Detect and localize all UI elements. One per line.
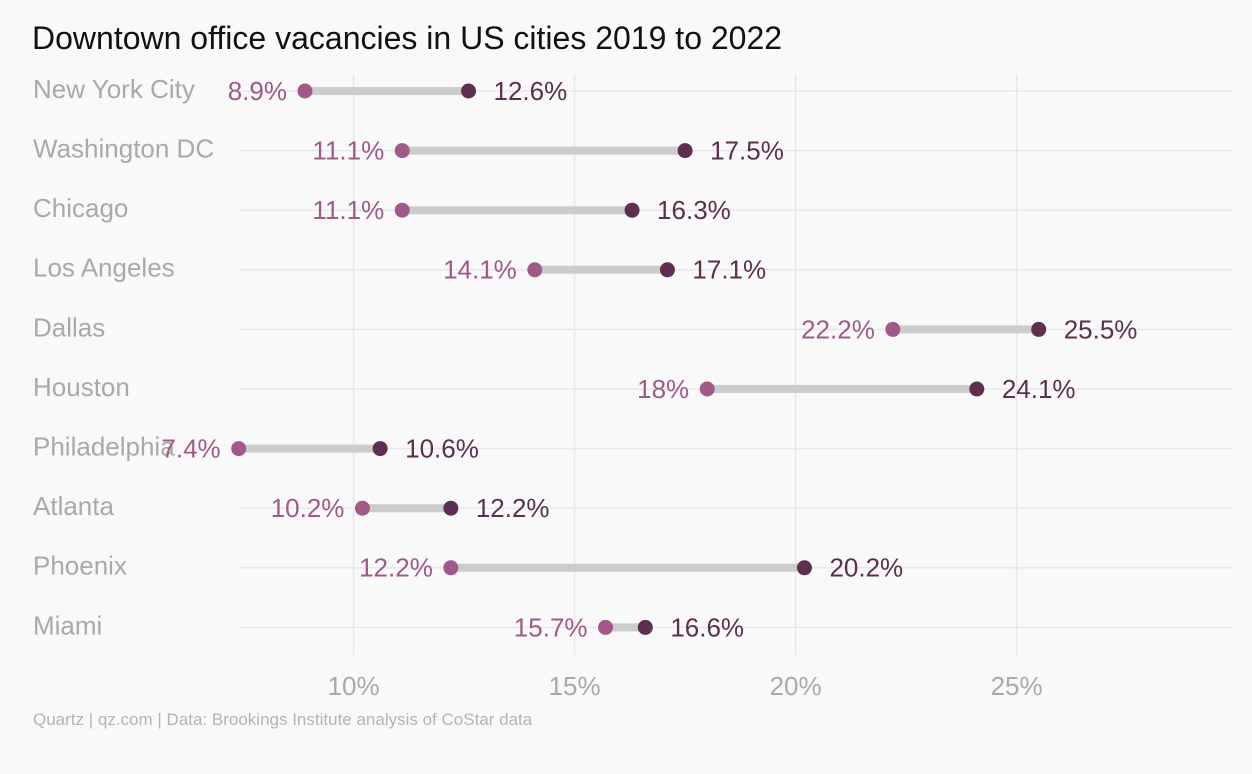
- start-dot: [354, 500, 370, 516]
- start-dot: [394, 143, 410, 159]
- end-value-label: 10.6%: [405, 433, 479, 463]
- end-dot: [624, 202, 640, 218]
- city-label: New York City: [33, 74, 195, 104]
- end-dot: [372, 441, 388, 457]
- start-dot: [394, 202, 410, 218]
- city-label: Houston: [33, 372, 130, 402]
- end-value-label: 25.5%: [1064, 314, 1138, 344]
- end-dot: [659, 262, 675, 278]
- end-value-label: 12.2%: [476, 493, 550, 523]
- end-value-label: 17.1%: [692, 255, 766, 285]
- start-dot: [527, 262, 543, 278]
- start-value-label: 22.2%: [801, 314, 875, 344]
- end-dot: [796, 560, 812, 576]
- city-label: Philadelphia: [33, 431, 175, 461]
- city-label: Dallas: [33, 312, 105, 342]
- end-value-label: 20.2%: [829, 553, 903, 583]
- start-dot: [598, 619, 614, 635]
- start-value-label: 11.1%: [312, 195, 384, 225]
- start-dot: [885, 321, 901, 337]
- start-value-label: 14.1%: [443, 255, 517, 285]
- end-value-label: 16.3%: [657, 195, 731, 225]
- source-note: Quartz | qz.com | Data: Brookings Instit…: [33, 710, 533, 729]
- end-dot: [1031, 321, 1047, 337]
- city-label: Phoenix: [33, 551, 127, 581]
- x-tick-label: 25%: [991, 671, 1043, 701]
- start-dot: [297, 83, 313, 99]
- start-dot: [443, 560, 459, 576]
- start-value-label: 7.4%: [161, 433, 220, 463]
- city-label: Chicago: [33, 193, 128, 223]
- end-value-label: 16.6%: [670, 612, 744, 642]
- end-dot: [969, 381, 985, 397]
- end-value-label: 12.6%: [494, 76, 568, 106]
- city-label: Atlanta: [33, 491, 114, 521]
- chart-title: Downtown office vacancies in US cities 2…: [32, 20, 783, 56]
- start-value-label: 15.7%: [514, 612, 588, 642]
- x-tick-label: 20%: [770, 671, 822, 701]
- end-dot: [637, 619, 653, 635]
- start-dot: [231, 441, 247, 457]
- end-value-label: 17.5%: [710, 135, 784, 165]
- start-value-label: 12.2%: [359, 553, 433, 583]
- city-label: Miami: [33, 610, 102, 640]
- end-dot: [461, 83, 477, 99]
- end-value-label: 24.1%: [1002, 374, 1076, 404]
- end-dot: [443, 500, 459, 516]
- start-value-label: 11.1%: [312, 135, 384, 165]
- start-value-label: 18%: [637, 374, 689, 404]
- start-value-label: 8.9%: [228, 76, 287, 106]
- city-label: Los Angeles: [33, 253, 175, 283]
- x-tick-label: 10%: [328, 671, 380, 701]
- x-tick-label: 15%: [549, 671, 601, 701]
- start-value-label: 10.2%: [271, 493, 345, 523]
- end-dot: [677, 143, 693, 159]
- city-label: Washington DC: [33, 133, 214, 163]
- start-dot: [699, 381, 715, 397]
